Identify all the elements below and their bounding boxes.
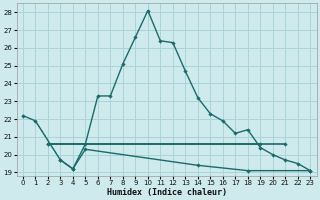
X-axis label: Humidex (Indice chaleur): Humidex (Indice chaleur) — [107, 188, 227, 197]
